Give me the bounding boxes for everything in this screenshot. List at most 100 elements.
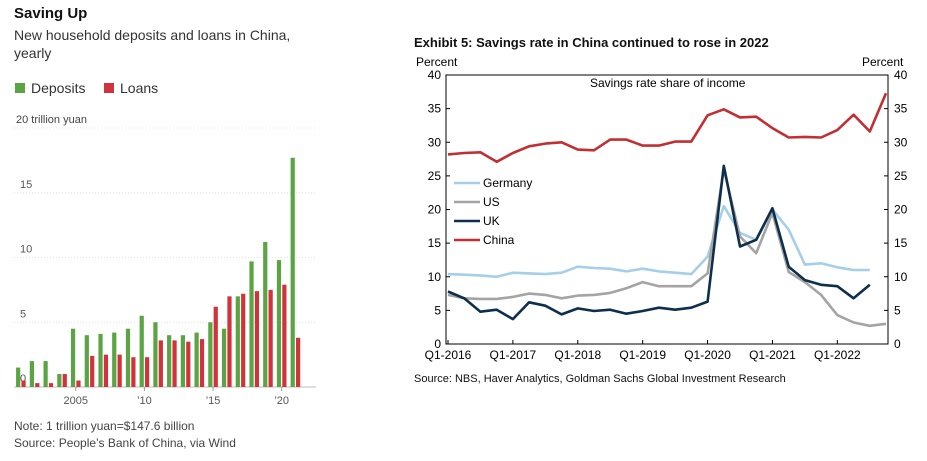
- y-tick-label-right: 0: [894, 337, 901, 351]
- left-chart-subtitle-line2: yearly: [14, 45, 52, 61]
- legend-deposits: Deposits: [15, 80, 85, 96]
- y-axis-label-left: Percent: [416, 55, 458, 69]
- loans-bar: [158, 340, 163, 387]
- loans-bar: [21, 380, 26, 387]
- deposits-bar: [208, 322, 213, 387]
- y-tick-label-right: 10: [894, 270, 908, 284]
- legend-label-uk: UK: [483, 214, 500, 228]
- legend-label-china: China: [483, 233, 515, 247]
- deposits-bar: [98, 333, 103, 387]
- x-tick-label: Q1-2021: [749, 348, 796, 362]
- legend-loans-label: Loans: [120, 80, 159, 96]
- y-tick-label-right: 40: [894, 68, 908, 82]
- left-chart-subtitle-line1: New household deposits and loans in Chin…: [14, 27, 291, 43]
- y-tick-label-left: 20: [428, 203, 442, 217]
- deposits-bar: [153, 322, 158, 387]
- deposits-bar: [16, 367, 21, 387]
- x-tick-label: ’10: [137, 395, 152, 407]
- x-tick-label: ’20: [274, 395, 289, 407]
- right-chart-source: Source: NBS, Haver Analytics, Goldman Sa…: [414, 373, 786, 385]
- deposits-bar: [29, 361, 34, 387]
- deposits-bar: [112, 332, 117, 387]
- deposits-bar: [194, 332, 199, 387]
- deposits-bar: [180, 335, 185, 387]
- loans-bar: [296, 337, 301, 387]
- loans-bar: [241, 293, 246, 387]
- series-line-uk: [447, 164, 871, 321]
- loans-bar: [76, 380, 81, 387]
- loans-bar: [282, 284, 287, 387]
- y-tick-label-right: 5: [894, 303, 901, 317]
- y-tick-label-right: 30: [894, 135, 908, 149]
- y-tick-label: 15: [20, 179, 32, 191]
- y-tick-label: 10: [20, 244, 32, 256]
- y-tick-label-right: 15: [894, 236, 908, 250]
- loans-bar: [103, 354, 109, 387]
- x-tick-label: Q1-2022: [814, 348, 861, 362]
- left-chart-source: Source: People’s Bank of China, via Wind: [14, 436, 236, 450]
- deposits-bar: [84, 335, 89, 387]
- x-tick-label: Q1-2017: [490, 348, 537, 362]
- right-chart-title: Exhibit 5: Savings rate in China continu…: [414, 35, 769, 50]
- loans-bar: [62, 374, 67, 387]
- deposits-bar: [249, 261, 254, 387]
- y-tick-label-left: 35: [428, 102, 442, 116]
- deposits-bar: [139, 315, 144, 387]
- loans-bar: [268, 289, 273, 387]
- y-tick-label-left: 5: [434, 303, 441, 317]
- loans-bar: [254, 291, 260, 387]
- deposits-bar: [235, 296, 240, 387]
- y-tick-label: 5: [20, 308, 26, 320]
- loans-bar: [35, 383, 40, 387]
- loans-bar: [117, 354, 122, 387]
- legend-deposits-swatch: [15, 83, 25, 93]
- y-tick-label-right: 35: [894, 102, 908, 116]
- series-line-germany: [447, 204, 870, 279]
- loans-bar: [213, 306, 218, 387]
- y-tick-label-left: 30: [428, 135, 442, 149]
- loans-bar: [131, 357, 136, 387]
- y-tick-label-left: 10: [428, 270, 442, 284]
- left-chart-title: Saving Up: [14, 5, 88, 22]
- deposits-bar: [290, 157, 295, 387]
- deposits-bar: [57, 374, 62, 387]
- y-tick-label-left: 0: [434, 337, 441, 351]
- series-line-us: [447, 167, 887, 328]
- x-tick-label: 2005: [64, 395, 88, 407]
- y-tick-label-left: 25: [428, 169, 442, 183]
- x-tick-label: Q1-2018: [554, 348, 601, 362]
- chart-subtitle: Savings rate share of income: [590, 76, 746, 90]
- deposits-bar: [276, 260, 282, 387]
- deposits-bar: [263, 241, 268, 387]
- deposits-bar: [167, 335, 172, 387]
- y-axis-label-right: Percent: [862, 55, 904, 69]
- loans-bar: [145, 357, 150, 387]
- legend-label-us: US: [483, 195, 500, 209]
- legend-label-germany: Germany: [483, 176, 532, 190]
- y-tick-label-right: 25: [894, 169, 908, 183]
- y-tick-label-left: 15: [428, 236, 442, 250]
- legend-deposits-label: Deposits: [31, 80, 86, 96]
- series-line-china: [447, 92, 888, 164]
- deposits-bar: [43, 361, 48, 387]
- x-tick-label: ’15: [206, 395, 221, 407]
- y-tick-label: 0: [20, 373, 26, 385]
- deposits-bar: [125, 328, 131, 387]
- legend-loans: Loans: [104, 80, 158, 96]
- deposits-bar: [221, 328, 227, 387]
- y-tick-label-left: 40: [428, 68, 442, 82]
- loans-bar: [199, 339, 205, 387]
- y-axis-label: 20 trillion yuan: [16, 114, 87, 126]
- deposits-bar: [70, 328, 76, 387]
- plot-frame: [445, 74, 889, 345]
- legend-loans-swatch: [104, 83, 114, 93]
- loans-bar: [48, 383, 54, 387]
- y-tick-label-right: 20: [894, 203, 908, 217]
- loans-bar: [227, 296, 232, 387]
- loans-bar: [172, 340, 177, 387]
- x-tick-label: Q1-2020: [684, 348, 731, 362]
- loans-bar: [186, 341, 191, 387]
- x-tick-label: Q1-2016: [425, 348, 472, 362]
- loans-bar: [90, 355, 95, 387]
